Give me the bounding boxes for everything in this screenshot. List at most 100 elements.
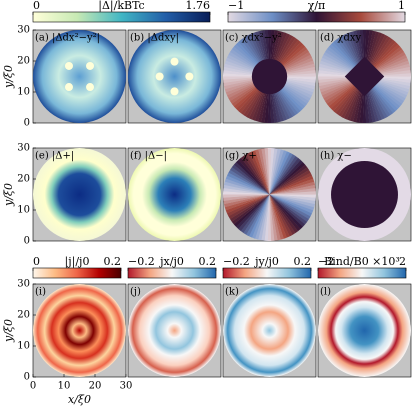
y-tick-label: 10 [17, 205, 30, 216]
colorbar [227, 11, 406, 23]
colorbar-tick-label: −2 [318, 255, 334, 268]
panel-map [128, 284, 221, 377]
panel-map [128, 30, 221, 123]
panel-map-wedge [225, 194, 270, 214]
panel-map-wedge [240, 155, 270, 195]
colorbar-tick-label: 0.2 [294, 255, 312, 268]
panel-map-wedge [269, 152, 293, 195]
panel-map-wedge [249, 151, 270, 195]
panel-map-spot [155, 72, 164, 81]
colorbar-tick-label: 2 [399, 255, 406, 268]
colorbar-tick-label: 0.2 [104, 255, 122, 268]
panel-map-wedge [238, 157, 270, 195]
panel-map-wedge [223, 194, 270, 198]
colorbar-tick-label: −0.2 [223, 255, 250, 268]
panel-label: (j) [130, 287, 141, 298]
colorbar [222, 267, 312, 279]
panel-map-core [331, 161, 398, 228]
panel-label: (e) |Δ+| [35, 151, 74, 162]
panel-map-wedge [223, 194, 270, 208]
panel-label: (h) χ− [320, 151, 352, 162]
y-tick-label: 20 [17, 310, 30, 321]
panel-map-wedge [267, 76, 272, 123]
panel-map-wedge [269, 194, 284, 240]
panel-map-wedge [248, 194, 270, 238]
y-tick-label: 0 [24, 118, 30, 129]
panel-map-wedge [261, 148, 270, 195]
panel-map-spot [86, 61, 95, 70]
panel-map-wedge [267, 194, 272, 242]
panel-map-wedge [236, 159, 270, 195]
panel-map-core [251, 58, 288, 95]
panel-map-wedge [269, 194, 296, 235]
panel-map-wedge [228, 194, 270, 220]
panel-map [33, 148, 126, 241]
panel-map-wedge [269, 194, 315, 208]
panel-map-wedge [258, 148, 270, 195]
panel-label: (f) |Δ−| [130, 151, 167, 162]
panel-map-wedge [225, 175, 270, 195]
panel-map-wedge [269, 164, 308, 195]
panel-map-wedge [238, 194, 270, 232]
panel-map-wedge [269, 194, 314, 214]
panel-map-wedge [269, 188, 316, 195]
y-tick-label: 0 [24, 372, 30, 383]
panel-map-wedge [269, 157, 301, 195]
panel-map-wedge [227, 172, 270, 195]
panel-map-wedge [226, 194, 270, 217]
panel-map-wedge [231, 194, 270, 225]
panel-map-wedge [269, 155, 299, 195]
y-tick-label: 20 [17, 174, 30, 185]
colorbar-label: |j|/j0 [65, 255, 90, 269]
y-axis-label: y/ξ0 [2, 183, 15, 207]
panel-label: (g) χ+ [225, 151, 257, 162]
y-tick-label: 30 [17, 143, 30, 154]
panel-map-wedge [269, 148, 281, 195]
panel-map-wedge [229, 194, 270, 222]
panel-map-wedge [269, 191, 317, 195]
panel-map-wedge [269, 194, 290, 238]
panel-label: (i) [35, 287, 46, 298]
panel-map-spot [170, 57, 179, 66]
panel-map-wedge [269, 159, 304, 195]
colorbar-tick-label: 1 [398, 0, 405, 12]
panel-map-wedge [269, 194, 299, 234]
colorbar-tick-label: 0 [33, 0, 40, 12]
x-tick-label: 30 [120, 381, 133, 392]
panel-map-wedge [224, 194, 270, 211]
panel-map-wedge [269, 194, 293, 237]
panel-map-wedge [251, 194, 270, 239]
y-axis-label: y/ξ0 [2, 65, 15, 89]
panel-map-wedge [230, 167, 270, 195]
panel-map-wedge [269, 150, 288, 195]
colorbar-tick-label: 0.2 [199, 255, 217, 268]
panel-map-wedge [235, 194, 270, 230]
panel-map-wedge [223, 194, 270, 201]
x-tick-label: 20 [89, 381, 102, 392]
panel-map-wedge [224, 178, 270, 195]
panel-label: (a) |Δdx²−y²| [35, 33, 100, 44]
panel-map-wedge [267, 30, 272, 77]
colorbar-tick-label: −0.2 [128, 255, 155, 268]
panel-map-wedge [269, 162, 306, 195]
panel-map-wedge [254, 194, 270, 240]
colorbar [127, 267, 217, 279]
panel-map-wedge [269, 169, 311, 195]
panel-label: (d) χdxy [320, 33, 361, 44]
panel-map-wedge [246, 152, 270, 195]
panel-label: (l) [320, 287, 331, 298]
panel-map-wedge [267, 148, 272, 195]
panel-map-wedge [269, 194, 301, 232]
y-axis-label: y/ξ0 [2, 319, 15, 343]
colorbar-tick-label: 0 [33, 255, 40, 268]
colorbar [32, 11, 211, 23]
colorbar-tick-label: −1 [228, 0, 244, 12]
y-tick-label: 10 [17, 87, 30, 98]
panel-map-wedge [252, 150, 270, 195]
y-tick-label: 0 [24, 236, 30, 247]
x-tick-label: 0 [30, 381, 36, 392]
panel-map-wedge [231, 164, 270, 195]
panel-map-wedge [269, 184, 316, 195]
panel-map-wedge [269, 167, 310, 195]
y-tick-label: 30 [17, 279, 30, 290]
